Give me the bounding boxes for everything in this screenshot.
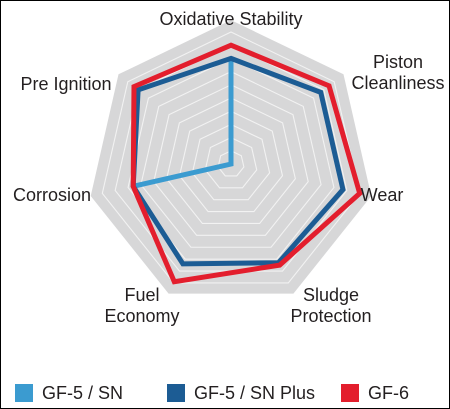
grid-ring-2 bbox=[204, 136, 258, 189]
legend-swatch-gf5-sn-plus bbox=[167, 384, 185, 402]
legend-label-gf5-sn-plus: GF-5 / SN Plus bbox=[194, 382, 316, 403]
legend: GF-5 / SN GF-5 / SN Plus GF-6 bbox=[15, 381, 445, 405]
legend-label-gf5-sn: GF-5 / SN bbox=[42, 382, 124, 403]
axis-label-piston-cleanliness: Piston Cleanliness bbox=[351, 52, 444, 93]
legend-item-gf6: GF-6 bbox=[341, 381, 409, 405]
grid-ring-7 bbox=[140, 70, 322, 248]
grid-ring-6 bbox=[153, 84, 309, 236]
axis-label-wear: Wear bbox=[361, 185, 404, 205]
axis-label-fuel-economy: Fuel Economy bbox=[104, 285, 179, 326]
series-gf-6 bbox=[130, 42, 363, 285]
grid-ring-8 bbox=[127, 57, 335, 260]
grid-ring-3 bbox=[191, 123, 271, 201]
grid-ring-1 bbox=[217, 150, 245, 177]
axis-label-oxidative-stability: Oxidative Stability bbox=[159, 9, 302, 29]
legend-label-gf6: GF-6 bbox=[368, 382, 410, 403]
grid-ring-5 bbox=[166, 97, 296, 225]
grid-ring-4 bbox=[178, 110, 284, 213]
axis-label-pre-ignition: Pre Ignition bbox=[20, 74, 111, 94]
axis-label-sludge-protection: Sludge Protection bbox=[290, 285, 371, 326]
legend-item-gf5-sn-plus: GF-5 / SN Plus bbox=[167, 381, 315, 405]
legend-swatch-gf5-sn bbox=[15, 384, 33, 402]
legend-swatch-gf6 bbox=[341, 384, 359, 402]
series-gf-5-sn-plus bbox=[130, 55, 346, 267]
axis-label-corrosion: Corrosion bbox=[13, 185, 91, 205]
legend-item-gf5-sn: GF-5 / SN bbox=[15, 381, 123, 405]
grid-ring-10 bbox=[101, 31, 361, 284]
